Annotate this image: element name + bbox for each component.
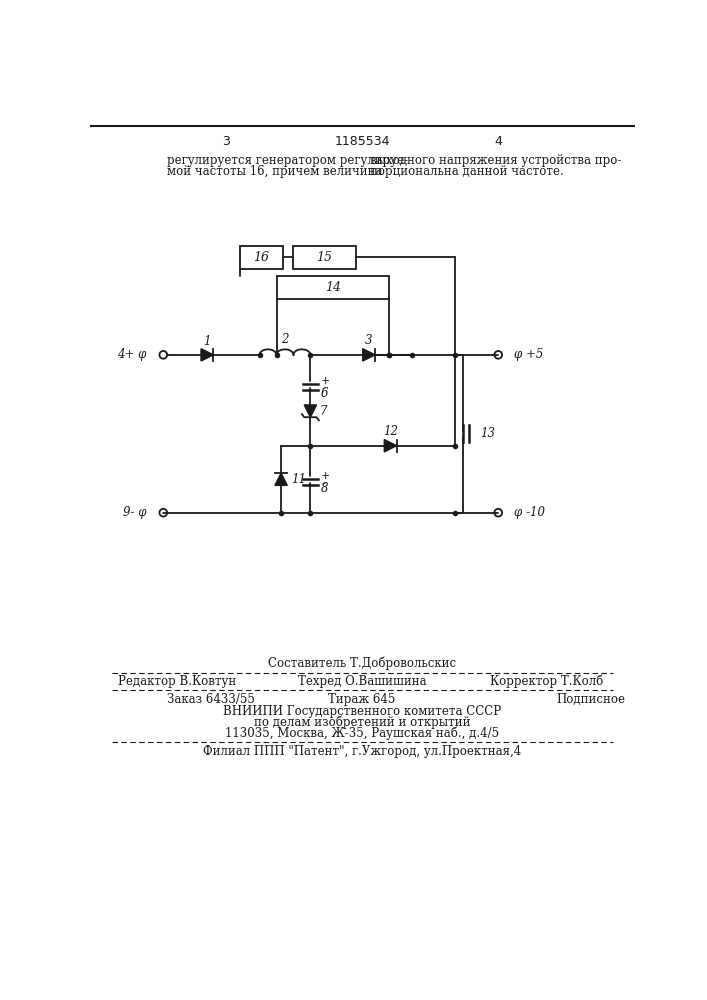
Text: Подписное: Подписное — [556, 693, 625, 706]
Text: 1: 1 — [204, 335, 211, 348]
Text: Составитель Т.Добровольскис: Составитель Т.Добровольскис — [268, 657, 456, 670]
Text: 14: 14 — [325, 281, 341, 294]
Polygon shape — [304, 405, 317, 417]
Text: 3: 3 — [223, 135, 230, 148]
Text: мой частоты 16, причем величина: мой частоты 16, причем величина — [167, 165, 382, 178]
Text: ВНИИПИ Государственного комитета СССР: ВНИИПИ Государственного комитета СССР — [223, 705, 501, 718]
Text: 4: 4 — [494, 135, 502, 148]
Text: +: + — [321, 376, 330, 386]
Text: -: - — [321, 383, 325, 393]
Polygon shape — [363, 349, 375, 361]
Text: по делам изобретений и открытий: по делам изобретений и открытий — [254, 715, 470, 729]
Text: 1185534: 1185534 — [334, 135, 390, 148]
Text: 4+ φ: 4+ φ — [117, 348, 146, 361]
Text: 13: 13 — [480, 427, 495, 440]
Text: Корректор Т.Колб: Корректор Т.Колб — [490, 675, 603, 688]
Text: φ -10: φ -10 — [514, 506, 544, 519]
Text: 12: 12 — [383, 425, 398, 438]
Polygon shape — [201, 349, 214, 361]
Text: 11: 11 — [291, 473, 306, 486]
Bar — [293, 246, 356, 269]
Text: Заказ 6433/55: Заказ 6433/55 — [167, 693, 255, 706]
Bar — [277, 276, 389, 299]
Text: Техред О.Вашишина: Техред О.Вашишина — [298, 675, 426, 688]
Text: выходного напряжения устройства про-: выходного напряжения устройства про- — [370, 154, 621, 167]
Text: 2: 2 — [281, 333, 288, 346]
Text: 113035, Москва, Ж-35, Раушская наб., д.4/5: 113035, Москва, Ж-35, Раушская наб., д.4… — [225, 726, 499, 740]
Polygon shape — [385, 440, 397, 452]
Polygon shape — [275, 473, 287, 485]
Text: порциональна данной частоте.: порциональна данной частоте. — [370, 165, 563, 178]
Text: -: - — [321, 478, 325, 488]
Text: 16: 16 — [254, 251, 269, 264]
Text: Тираж 645: Тираж 645 — [328, 693, 396, 706]
Text: 8: 8 — [321, 482, 329, 495]
Text: 15: 15 — [316, 251, 332, 264]
Text: 3: 3 — [365, 334, 373, 347]
Text: 9- φ: 9- φ — [123, 506, 146, 519]
Bar — [240, 246, 283, 269]
Text: φ +5: φ +5 — [514, 348, 543, 361]
Text: 6: 6 — [321, 387, 329, 400]
Text: Филиал ППП "Патент", г.Ужгород, ул.Проектная,4: Филиал ППП "Патент", г.Ужгород, ул.Проек… — [203, 745, 521, 758]
Text: +: + — [321, 471, 330, 481]
Text: 7: 7 — [320, 405, 327, 418]
Text: регулируется генератором регулируе-: регулируется генератором регулируе- — [167, 154, 408, 167]
Text: Редактор В.Ковтун: Редактор В.Ковтун — [118, 675, 236, 688]
